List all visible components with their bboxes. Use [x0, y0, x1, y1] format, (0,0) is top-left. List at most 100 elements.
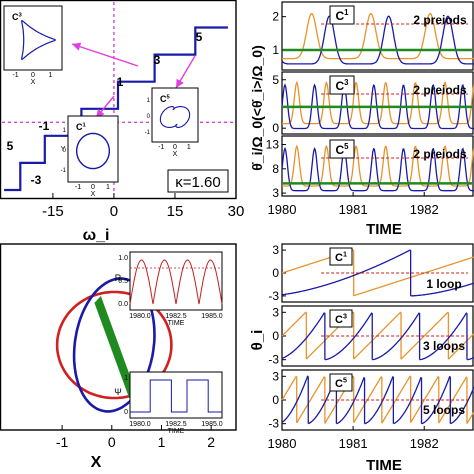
bl-inset-x-tick-1-1: 1982.5: [165, 421, 187, 428]
br-series-orange-0-seg1: [353, 256, 474, 297]
bl-inset-x-tick-1-0: 1980.0: [129, 421, 151, 428]
kappa-label: κ=1.60: [175, 174, 220, 191]
inset-y-tick-2-1: 0: [147, 114, 151, 120]
inset-y-tick-2-0: 1: [147, 98, 151, 104]
bl-inset-frame-0: [129, 251, 223, 311]
tr-y-tick-label-2-1: 8: [272, 162, 279, 176]
br-y-tick-label-1-1: 0: [272, 329, 279, 343]
panel-bl-frame: [0, 243, 237, 431]
br-x-tick-label-1: 1981: [339, 436, 368, 451]
br-label-box-0: [329, 247, 353, 266]
tr-note-0: 2 preiods: [413, 13, 467, 27]
arrow-c5: [175, 55, 196, 89]
bl-inset-y-tick-0-2: 0.0: [118, 301, 128, 308]
tr-y-tick-label-1-1: 0: [272, 121, 279, 135]
br-y-tick-label-1-2: -3: [268, 353, 279, 367]
tr-y-axis-label: θ̇_i/Ω_0(<θ̇_i>/Ω_0): [249, 45, 265, 171]
br-subplot-label-2: C5: [335, 377, 347, 390]
br-series-orange-2-seg5: [410, 376, 439, 423]
inset-orbit-c3: [21, 20, 56, 60]
panel-tl-frame: [0, 0, 237, 200]
inset-x-tick-1-2: 1: [106, 184, 110, 191]
br-series-blue-1-seg2: [372, 312, 420, 361]
inset-x-tick-2-0: -1: [158, 144, 164, 151]
tr-label-box-1: [329, 75, 355, 95]
br-y-tick-label-0-0: 3: [272, 243, 279, 257]
br-series-blue-2-seg4: [393, 376, 422, 425]
bl-inset-x-tick-0-0: 1980.0: [129, 313, 151, 320]
bl-inset-y-tick-0-0: 1.0: [118, 255, 128, 262]
plateau-label-3: 1: [117, 75, 124, 89]
bl-inset-x-tick-0-1: 1982.5: [165, 313, 187, 320]
tr-y-tick-label-1-0: 5: [272, 73, 279, 87]
br-series-blue-2-seg6: [450, 386, 474, 425]
inset-label-1: C1: [76, 122, 87, 132]
staircase-line: [4, 26, 228, 192]
bl-inset-xlabel-0: TIME: [168, 320, 185, 327]
br-series-blue-2-seg2: [336, 377, 365, 425]
bl-inset-y-tick-1-1: 0: [124, 409, 128, 416]
tr-x-tick-label-2: 1982: [410, 202, 439, 217]
bl-inset-ylabel-1: Ψ: [114, 387, 122, 397]
plateau-label-0: 5: [7, 139, 14, 153]
br-series-blue-1-seg3: [419, 312, 467, 361]
bl-inset-x-tick-1-2: 1985.0: [201, 421, 223, 428]
plateau-label-1: -3: [31, 173, 42, 187]
inset-psi-curve: [130, 379, 222, 413]
x-tick-label-0: -15: [42, 203, 64, 220]
bl-inset-x-tick-0-2: 1985.0: [201, 313, 223, 320]
inset-y-tick-1-2: -1: [61, 168, 67, 174]
green-band: [94, 296, 136, 399]
br-note-0: 1 loop: [426, 277, 461, 291]
br-series-blue-0-seg0: [282, 249, 411, 296]
inset-orbit-c5: [159, 106, 191, 128]
br-series-orange-2-seg1: [296, 376, 325, 424]
tr-subplot-frame-1: [281, 71, 474, 135]
inset-xlabel-2: X: [173, 151, 178, 158]
inset-y-tick-1-0: 1: [63, 128, 67, 134]
arrow-c1: [95, 95, 115, 119]
br-series-orange-2-seg0: [281, 375, 297, 401]
br-series-blue-2-seg3: [364, 376, 394, 425]
tr-subplot-frame-0: [281, 1, 474, 71]
inset-xlabel-0: X: [31, 79, 36, 86]
br-series-orange-1-seg3: [400, 311, 449, 360]
br-series-orange-2-seg3: [353, 376, 382, 424]
inset-x-tick-1-1: 0: [91, 184, 95, 191]
x-axis-label: ω_i: [83, 227, 110, 244]
br-series-blue-1-seg0: [281, 312, 325, 360]
inset-ylabel-0: Y: [0, 35, 2, 42]
tr-series-blue-2: [281, 146, 474, 192]
br-y-axis-label: θ_i: [249, 330, 266, 351]
br-y-tick-label-1-0: 3: [272, 305, 279, 319]
tr-series-blue-1: [281, 83, 474, 130]
arrow-c3: [71, 42, 139, 67]
bl-inset-frame-1: [129, 371, 223, 419]
br-y-tick-label-2-0: 3: [272, 369, 279, 383]
tr-note-2: 2 preiods: [413, 147, 467, 161]
plateau-label-2: -1: [39, 119, 50, 133]
tr-note-1: 2 preiods: [413, 83, 467, 97]
plateau-label-5: 5: [196, 30, 203, 44]
br-series-blue-0-seg1: [410, 282, 474, 297]
inset-xlabel-1: X: [91, 191, 96, 198]
br-series-orange-1-seg0: [281, 311, 307, 337]
br-y-tick-label-0-2: -3: [268, 289, 279, 303]
br-label-box-2: [329, 373, 353, 392]
tr-subplot-frame-2: [281, 135, 474, 197]
br-y-tick-label-0-1: 0: [272, 266, 279, 280]
bl-x-tick-label-0: -1: [56, 434, 69, 450]
br-y-tick-label-2-2: -3: [268, 417, 279, 431]
inset-label-2: C5: [160, 94, 171, 104]
bl-inset-ylabel-0: R: [115, 273, 122, 283]
inset-frame-2: [151, 87, 199, 143]
inset-ylabel-1: Y: [61, 146, 66, 153]
tr-x-tick-label-0: 1980: [268, 202, 297, 217]
tr-y-tick-label-2-0: 13: [266, 138, 280, 152]
plateau-label-4: 3: [154, 53, 161, 67]
bl-x-axis-label: X: [91, 454, 102, 471]
tr-y-tick-label-0-0: 2: [272, 10, 279, 24]
br-subplot-label-0: C1: [335, 251, 347, 264]
inset-x-tick-2-1: 0: [173, 144, 177, 151]
